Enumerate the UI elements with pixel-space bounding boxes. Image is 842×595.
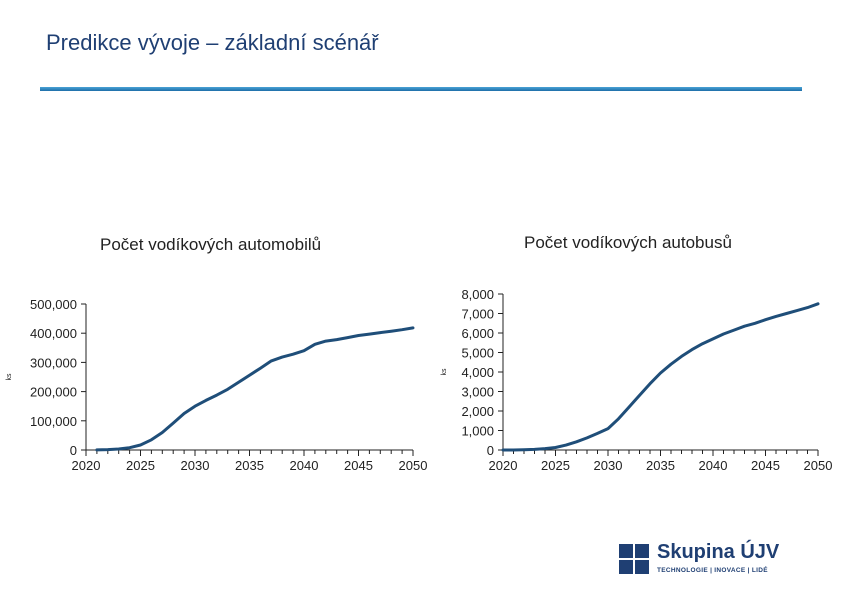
chart-title-cars: Počet vodíkových automobilů	[100, 235, 322, 254]
y-tick-label: 100,000	[30, 414, 77, 429]
x-tick-label: 2035	[235, 458, 264, 473]
y-tick-label: 200,000	[30, 385, 77, 400]
y-axis-label: ks	[441, 368, 448, 376]
x-tick-label: 2045	[751, 458, 780, 473]
x-tick-label: 2045	[344, 458, 373, 473]
y-tick-label: 300,000	[30, 355, 77, 370]
y-tick-label: 2,000	[461, 404, 494, 419]
x-tick-label: 2050	[804, 458, 833, 473]
logo-squares-icon	[619, 544, 649, 574]
x-tick-label: 2025	[126, 458, 155, 473]
x-tick-label: 2025	[541, 458, 570, 473]
logo-name: Skupina ÚJV	[657, 541, 780, 563]
company-logo: Skupina ÚJV TECHNOLOGIE | INOVACE | LIDÉ	[619, 541, 799, 581]
x-tick-label: 2020	[72, 458, 101, 473]
slide-title: Predikce vývoje – základní scénář	[46, 30, 379, 55]
y-tick-label: 7,000	[461, 307, 494, 322]
y-tick-label: 500,000	[30, 297, 77, 312]
x-tick-label: 2020	[489, 458, 518, 473]
y-tick-label: 0	[70, 443, 77, 458]
x-tick-label: 2040	[699, 458, 728, 473]
y-axis-label: ks	[6, 373, 13, 381]
y-tick-label: 6,000	[461, 326, 494, 341]
y-tick-label: 4,000	[461, 365, 494, 380]
y-tick-label: 3,000	[461, 385, 494, 400]
series-line	[95, 326, 415, 452]
y-tick-label: 1,000	[461, 424, 494, 439]
x-tick-label: 2040	[290, 458, 319, 473]
y-tick-label: 0	[487, 443, 494, 458]
x-tick-label: 2030	[181, 458, 210, 473]
y-tick-label: 400,000	[30, 326, 77, 341]
series-line	[501, 302, 820, 452]
x-tick-label: 2030	[594, 458, 623, 473]
x-tick-label: 2050	[399, 458, 428, 473]
x-tick-label: 2035	[646, 458, 675, 473]
logo-tagline: TECHNOLOGIE | INOVACE | LIDÉ	[657, 567, 768, 574]
y-tick-label: 5,000	[461, 346, 494, 361]
chart-title-buses: Počet vodíkových autobusů	[524, 233, 732, 252]
title-divider	[40, 87, 802, 91]
y-tick-label: 8,000	[461, 287, 494, 302]
